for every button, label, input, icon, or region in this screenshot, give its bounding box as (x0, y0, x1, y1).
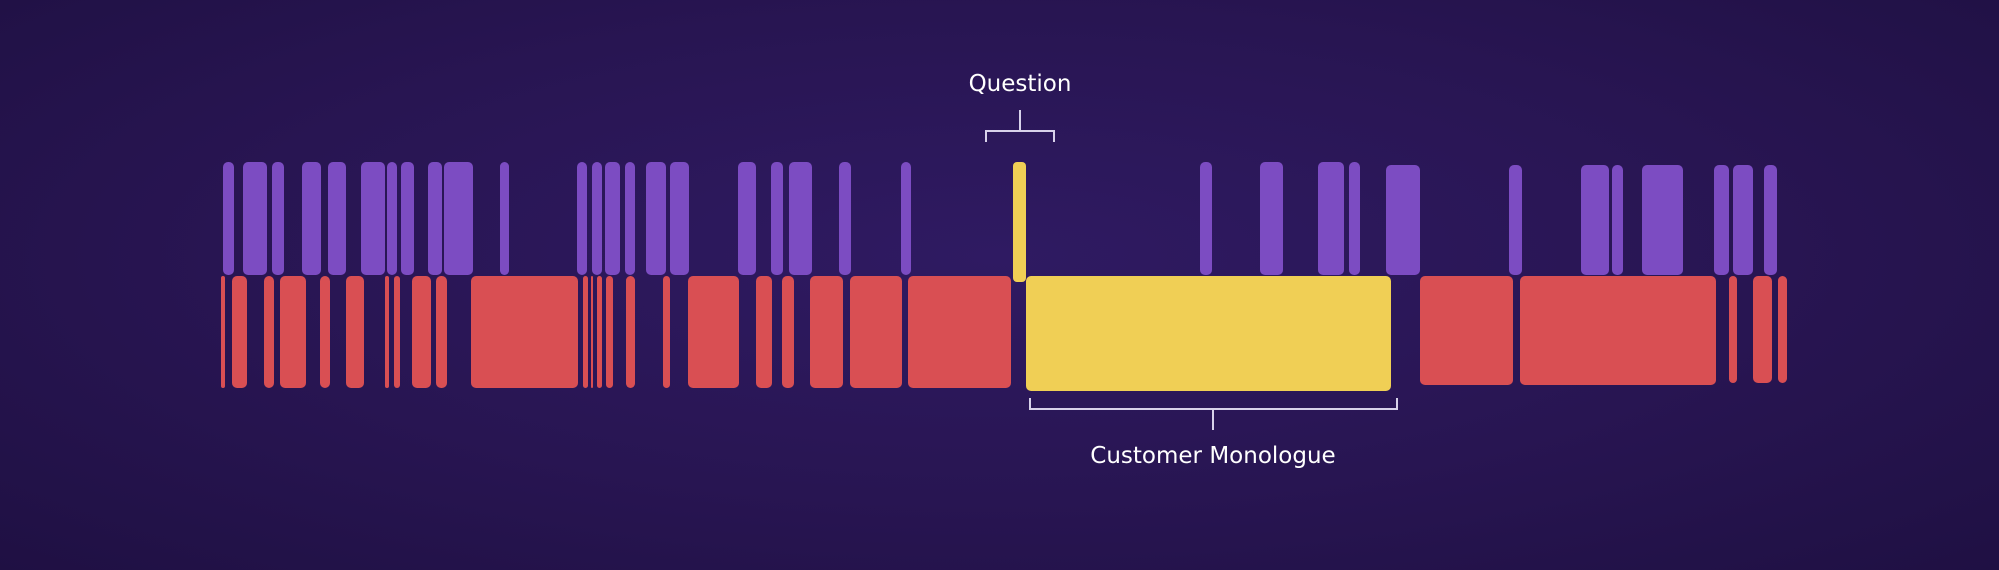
customer-speech-segment (221, 276, 225, 388)
customer-speech-segment (756, 276, 772, 388)
customer-speech-segment (688, 276, 739, 388)
question-annotation: Question (969, 71, 1072, 142)
question-bracket (985, 110, 1055, 142)
customer-speech-track (221, 276, 1787, 388)
customer-speech-segment (1729, 276, 1737, 383)
agent-speech-segment (738, 162, 756, 275)
agent-speech-segment (328, 162, 346, 275)
highlight-layer (1013, 162, 1391, 391)
question-label: Question (969, 71, 1072, 97)
agent-speech-segment (361, 162, 385, 275)
customer-speech-segment (908, 276, 1011, 388)
customer-speech-segment (394, 276, 400, 388)
agent-speech-track (223, 162, 1777, 275)
customer-speech-segment (436, 276, 447, 388)
agent-speech-segment (1386, 165, 1420, 275)
agent-speech-segment (839, 162, 851, 275)
agent-speech-segment (401, 162, 414, 275)
monologue-segment (1026, 276, 1391, 391)
agent-speech-segment (605, 162, 620, 275)
agent-speech-segment (646, 162, 666, 275)
customer-speech-segment (583, 276, 588, 388)
agent-speech-segment (1318, 162, 1344, 275)
customer-speech-segment (1778, 276, 1787, 383)
agent-speech-segment (670, 162, 689, 275)
agent-speech-segment (1200, 162, 1212, 275)
question-segment (1013, 162, 1026, 282)
customer-speech-segment (1420, 276, 1513, 385)
agent-speech-segment (1260, 162, 1283, 275)
agent-speech-segment (592, 162, 602, 275)
customer-speech-segment (264, 276, 274, 388)
customer-speech-segment (663, 276, 670, 388)
customer-speech-segment (606, 276, 613, 388)
agent-speech-segment (577, 162, 587, 275)
customer-speech-segment (1753, 276, 1772, 383)
customer-speech-segment (782, 276, 794, 388)
customer-speech-segment (850, 276, 902, 388)
customer-speech-segment (1520, 276, 1716, 385)
agent-speech-segment (771, 162, 783, 275)
customer-speech-segment (232, 276, 247, 388)
agent-speech-segment (1714, 165, 1729, 275)
agent-speech-segment (1642, 165, 1683, 275)
customer-speech-segment (280, 276, 306, 388)
agent-speech-segment (789, 162, 812, 275)
customer-speech-segment (385, 276, 389, 388)
customer-speech-segment (597, 276, 602, 388)
agent-speech-segment (1581, 165, 1609, 275)
monologue-label: Customer Monologue (1090, 443, 1335, 469)
customer-speech-segment (346, 276, 364, 388)
agent-speech-segment (1509, 165, 1522, 275)
customer-speech-segment (412, 276, 431, 388)
agent-speech-segment (272, 162, 284, 275)
customer-speech-segment (626, 276, 635, 388)
agent-speech-segment (625, 162, 635, 275)
monologue-bracket (1029, 398, 1398, 430)
agent-speech-segment (1733, 165, 1753, 275)
agent-speech-segment (428, 162, 442, 275)
agent-speech-segment (1612, 165, 1623, 275)
monologue-annotation: Customer Monologue (1029, 398, 1398, 469)
agent-speech-segment (223, 162, 234, 275)
agent-speech-segment (302, 162, 321, 275)
agent-speech-segment (1764, 165, 1777, 275)
customer-speech-segment (471, 276, 578, 388)
agent-speech-segment (500, 162, 509, 275)
agent-speech-segment (387, 162, 397, 275)
agent-speech-segment (1349, 162, 1360, 275)
customer-speech-segment (591, 276, 593, 388)
agent-speech-segment (901, 162, 911, 275)
agent-speech-segment (243, 162, 267, 275)
agent-speech-segment (444, 162, 473, 275)
customer-speech-segment (320, 276, 330, 388)
customer-speech-segment (810, 276, 843, 388)
